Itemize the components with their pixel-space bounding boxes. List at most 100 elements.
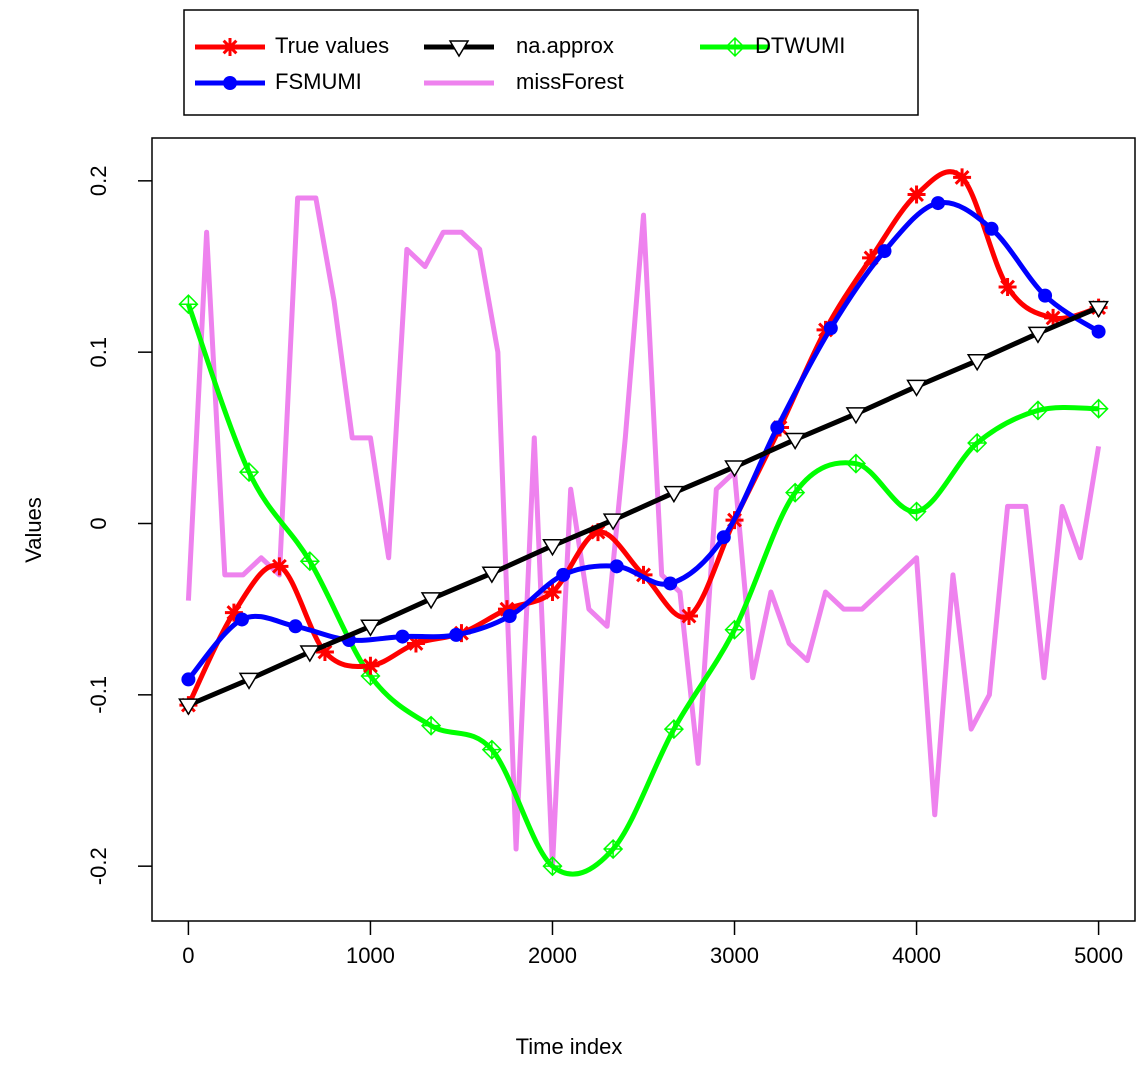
marker-shape	[1088, 398, 1109, 419]
data-point	[931, 196, 946, 211]
data-point	[663, 576, 678, 591]
marker-shape	[680, 607, 699, 626]
y-tick-label: -0.1	[86, 676, 111, 714]
data-point	[406, 634, 425, 653]
legend-label: FSMUMI	[275, 69, 362, 94]
marker-shape	[1027, 400, 1049, 421]
data-point	[784, 432, 806, 451]
data-point	[543, 583, 562, 602]
data-point	[845, 407, 867, 425]
series-line	[185, 195, 1102, 869]
data-point	[178, 294, 199, 315]
marker-shape	[724, 36, 746, 58]
marker-shape	[998, 278, 1017, 297]
marker-shape	[449, 627, 464, 642]
data-point	[823, 321, 838, 336]
marker-shape	[716, 530, 731, 545]
legend-label: missForest	[516, 69, 624, 94]
marker-shape	[221, 38, 239, 56]
marker-shape	[588, 523, 607, 542]
data-point	[421, 715, 442, 736]
legend-item: FSMUMI	[195, 69, 362, 94]
marker-shape	[406, 634, 425, 653]
marker-shape	[361, 656, 380, 675]
data-point	[1088, 398, 1109, 419]
marker-shape	[862, 248, 881, 267]
marker-shape	[1091, 324, 1106, 339]
legend-item: na.approx	[424, 33, 614, 58]
marker-shape	[784, 432, 806, 451]
marker-shape	[420, 592, 442, 610]
legend-marker	[223, 76, 237, 90]
marker-shape	[556, 567, 571, 582]
data-point	[299, 645, 321, 663]
data-point	[724, 619, 745, 640]
marker-shape	[238, 672, 260, 690]
x-tick-label: 1000	[346, 943, 395, 968]
data-point	[481, 566, 503, 584]
marker-shape	[238, 462, 260, 483]
data-point	[984, 221, 999, 236]
marker-shape	[663, 719, 684, 740]
marker-shape	[360, 619, 381, 637]
y-tick-label: 0.1	[86, 337, 111, 368]
data-point	[270, 557, 289, 576]
legend-box	[183, 9, 919, 116]
marker-shape	[542, 856, 563, 877]
x-axis-label: Time index	[516, 1034, 623, 1059]
data-point	[906, 379, 927, 397]
x-tick-label: 5000	[1074, 943, 1123, 968]
data-point	[1044, 308, 1063, 327]
marker-shape	[421, 715, 442, 736]
data-point	[361, 656, 380, 675]
data-point	[609, 559, 624, 574]
data-point	[953, 168, 972, 187]
data-point	[906, 501, 927, 522]
data-point	[1038, 288, 1053, 303]
marker-shape	[953, 168, 972, 187]
series-line	[186, 200, 1100, 682]
legend-item: True values	[195, 33, 389, 58]
data-point	[967, 432, 988, 454]
marker-shape	[542, 539, 563, 557]
legend-marker	[724, 36, 746, 58]
data-point	[845, 453, 866, 474]
marker-shape	[315, 643, 334, 662]
marker-shape	[967, 432, 988, 454]
series-line	[187, 305, 1100, 708]
marker-shape	[770, 420, 785, 435]
marker-shape	[448, 40, 470, 58]
marker-shape	[845, 453, 866, 474]
marker-shape	[178, 294, 199, 315]
data-point	[315, 643, 334, 662]
marker-shape	[931, 196, 946, 211]
marker-shape	[907, 185, 926, 204]
marker-shape	[1027, 326, 1049, 344]
data-point	[449, 627, 464, 642]
legend-label: DTWUMI	[755, 33, 845, 58]
data-point	[663, 719, 684, 740]
data-point	[907, 185, 926, 204]
marker-shape	[602, 513, 624, 531]
data-point	[663, 485, 685, 504]
data-point	[680, 607, 699, 626]
data-point	[238, 672, 260, 690]
data-point	[178, 698, 199, 716]
data-point	[603, 838, 624, 860]
data-point	[724, 460, 745, 478]
marker-shape	[1038, 288, 1053, 303]
marker-shape	[823, 321, 838, 336]
data-point	[785, 482, 806, 503]
data-point	[234, 612, 249, 627]
marker-shape	[497, 600, 516, 619]
marker-shape	[181, 672, 196, 687]
marker-shape	[481, 566, 503, 584]
data-point	[966, 353, 988, 372]
marker-shape	[845, 407, 867, 425]
data-point	[588, 523, 607, 542]
data-point	[998, 278, 1017, 297]
marker-shape	[481, 739, 502, 760]
marker-shape	[603, 838, 624, 860]
marker-shape	[785, 482, 806, 503]
